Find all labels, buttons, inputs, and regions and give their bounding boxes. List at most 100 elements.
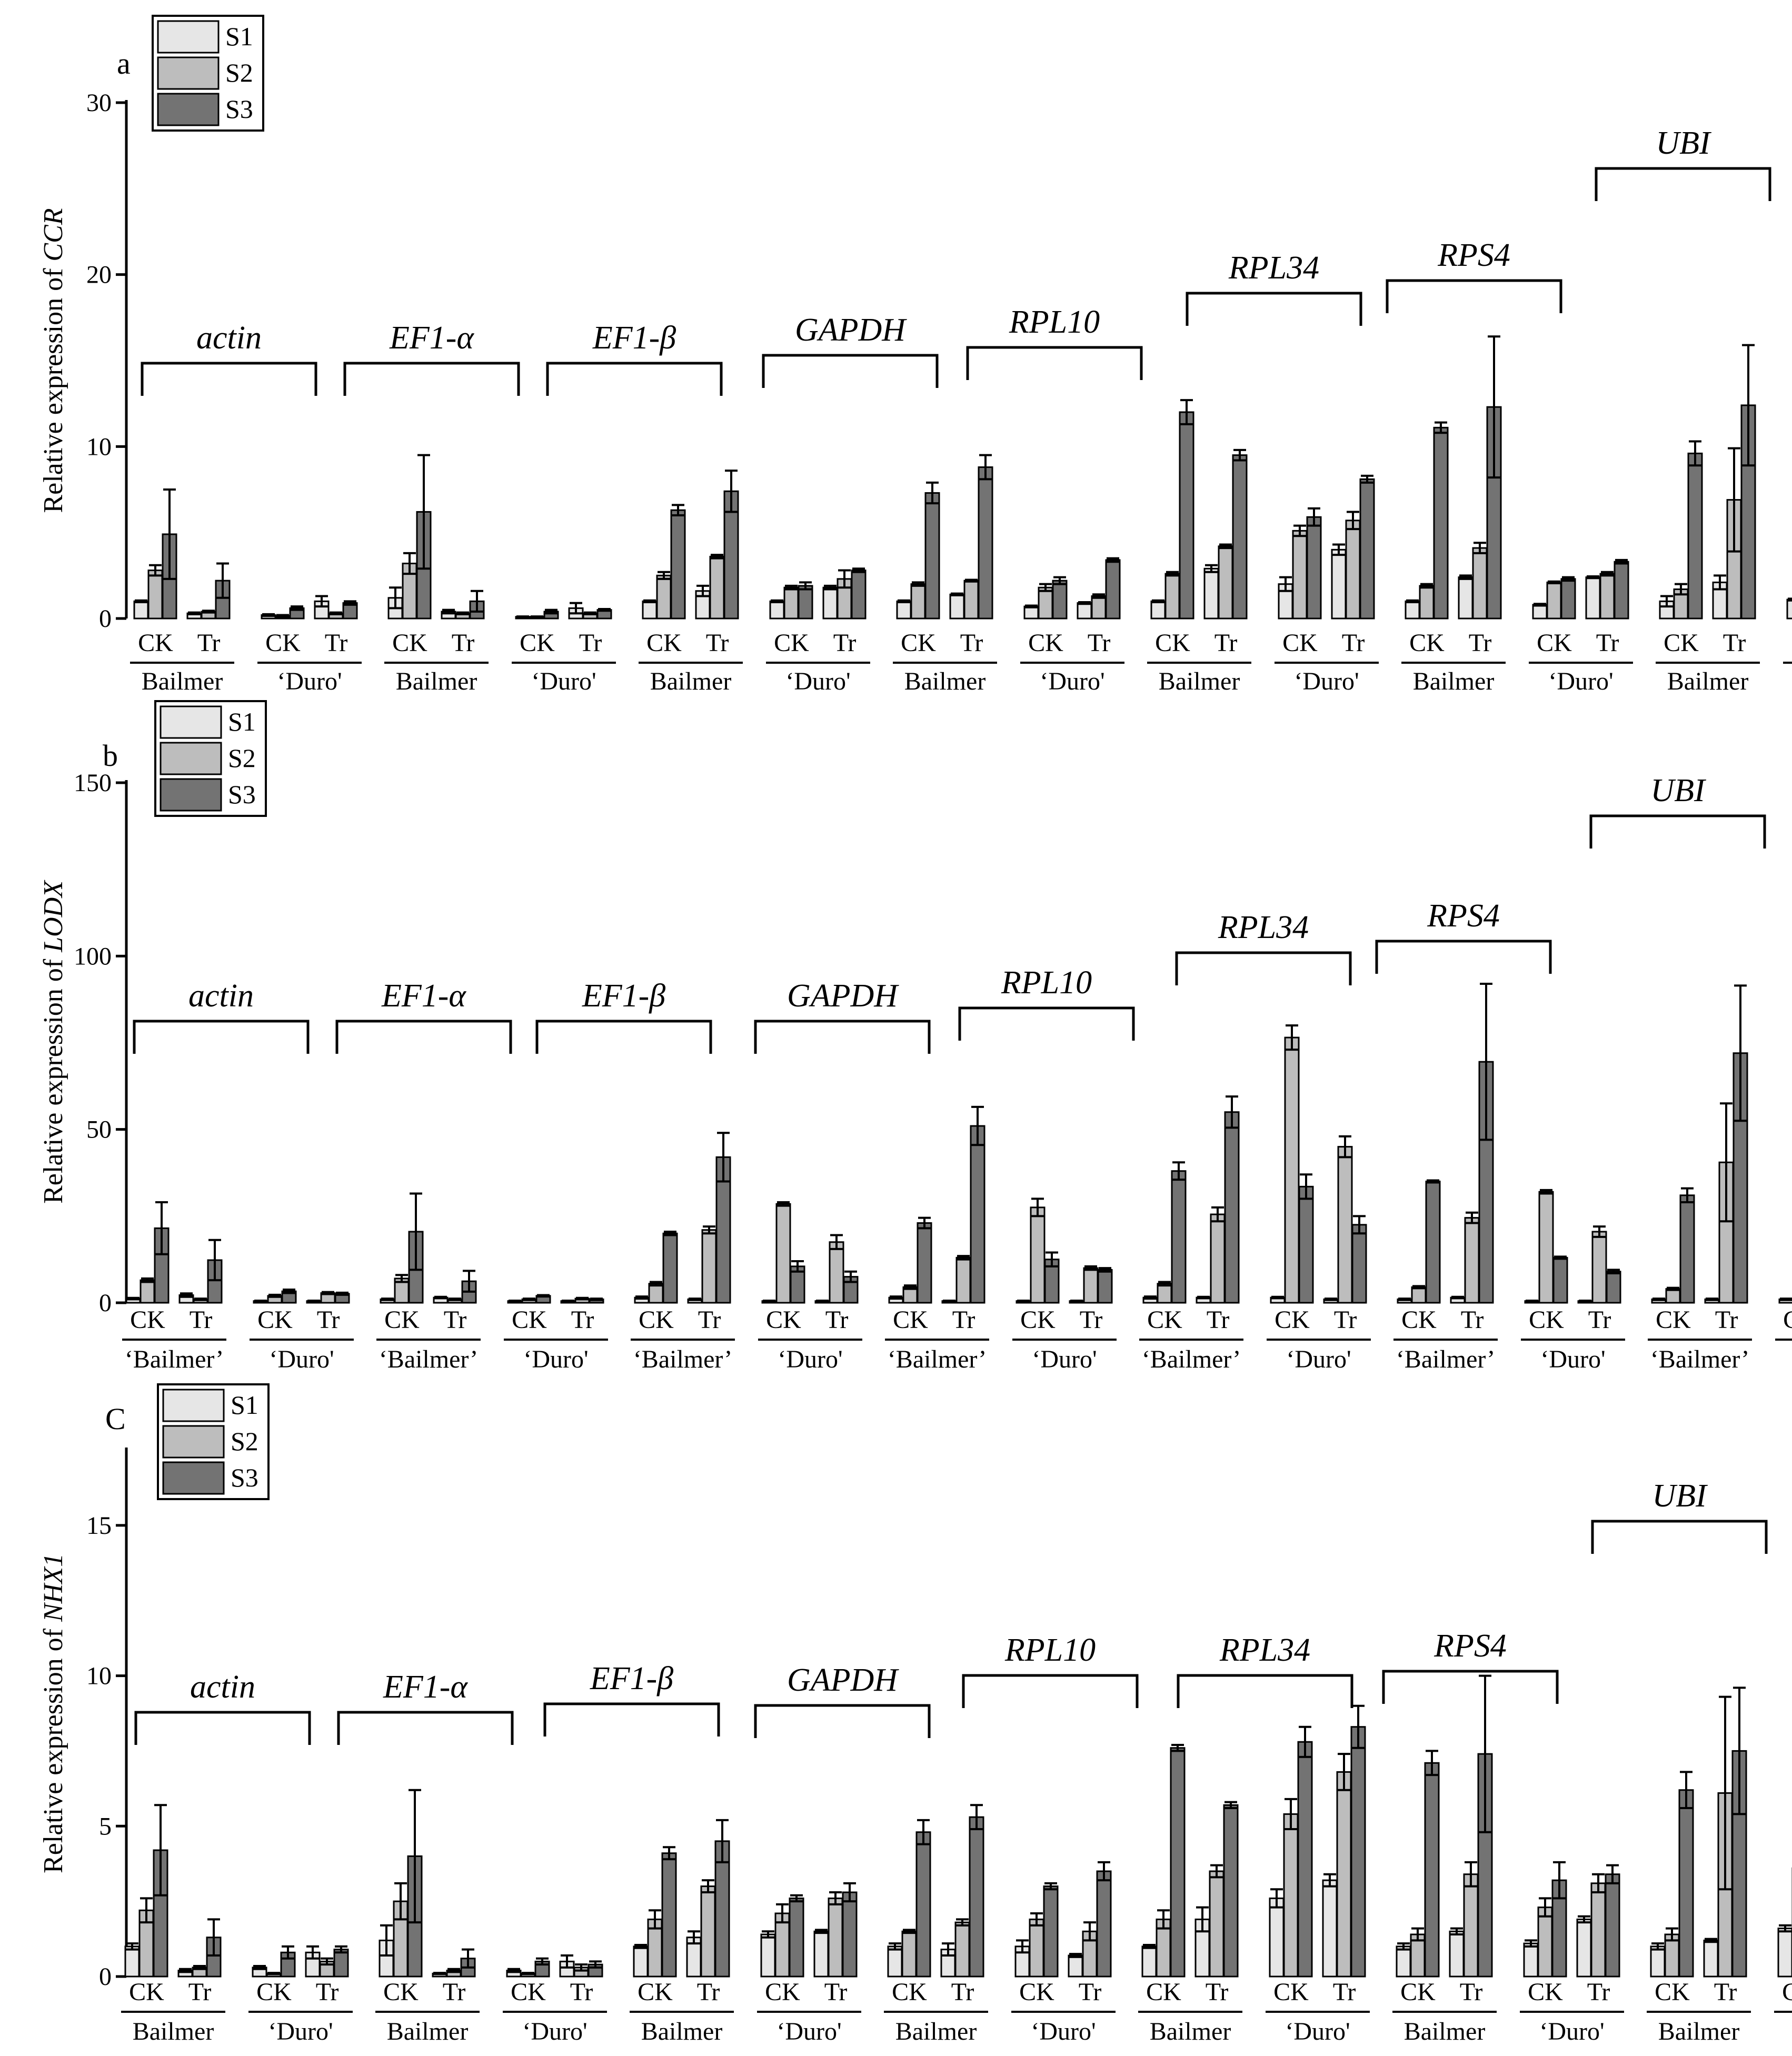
bar-gapdh-bailmer-tr-s3	[969, 1816, 984, 1978]
gene-label-rpl34: RPL34	[1219, 1632, 1310, 1668]
bar-gapdh-duro-tr-s3	[1105, 559, 1121, 620]
condition-label: CK	[265, 629, 301, 657]
group-label: Bailmer	[904, 667, 986, 695]
condition-label: CK	[1664, 629, 1699, 657]
bar-gapdh-bailmer-tr-s1	[949, 593, 965, 620]
condition-label: Tr	[579, 629, 602, 657]
gene-label-ef1: EF1-β	[592, 320, 676, 356]
bar-rps4-duro-ck-s1	[1786, 598, 1792, 620]
bar-ef1-duro-tr-s3	[851, 570, 867, 620]
bar-rpl34-duro-ck-s2	[1537, 1907, 1553, 1978]
bar-rpl34-duro-tr-s2	[1590, 1882, 1606, 1978]
condition-label: Tr	[316, 1978, 339, 2006]
bar-rpl10-duro-ck-s3	[1306, 516, 1322, 620]
group-label: ‘Bailmer’	[1142, 1345, 1241, 1373]
panel-b: 0 50 100 150 Relative expression of LODX b CK T…	[38, 700, 1792, 1373]
gene-bracket	[335, 1020, 512, 1054]
bar-rpl10-bailmer-ck-s2	[1164, 573, 1180, 620]
bar-rpl10-duro-tr-s3	[1351, 1224, 1367, 1304]
group-label: ‘Bailmer’	[633, 1345, 732, 1373]
condition-label: CK	[511, 1978, 546, 2006]
group-label: Bailmer	[142, 667, 223, 695]
gene-label-ef1: EF1-α	[383, 1669, 468, 1705]
legend-swatch-s3	[160, 778, 222, 812]
bar-ef1-duro-ck-s1	[760, 1933, 776, 1978]
bar-rpl10-duro-tr-s2	[1337, 1146, 1353, 1304]
bar-ef1-duro-ck-s3	[789, 1897, 804, 1978]
legend-label-s2: S2	[231, 1426, 258, 1456]
bar-ef1-duro-tr-s1	[822, 586, 838, 620]
y-axis-label: Relative expression of NHX1	[38, 1553, 68, 1873]
condition-label: CK	[1409, 629, 1445, 657]
gene-label-ubi: UBI	[1650, 773, 1707, 809]
group-label: Bailmer	[641, 2018, 723, 2045]
bar-actin-duro-tr-s3	[333, 1949, 349, 1978]
bar-rps4-bailmer-ck-s3	[1687, 452, 1703, 620]
bar-rpl10-bailmer-ck-s1	[1150, 600, 1166, 620]
bar-gapdh-duro-ck-s3	[1043, 1885, 1059, 1978]
bar-rpl34-bailmer-ck-s1	[1405, 600, 1420, 620]
group-label: ‘Bailmer’	[1396, 1345, 1495, 1373]
y-tick-label: 50	[86, 1116, 112, 1144]
bar-rpl10-duro-ck-s2	[1292, 530, 1308, 620]
gene-bracket	[133, 1020, 310, 1054]
condition-label: CK	[1528, 1978, 1563, 2006]
gene-label-gapdh: GAPDH	[787, 1662, 899, 1698]
legend-swatch-s1	[160, 705, 222, 739]
y-tick-label: 0	[99, 1963, 112, 1991]
bar-actin-bailmer-ck-s2	[147, 570, 163, 620]
legend-label-s1: S1	[228, 707, 256, 736]
group-label: ‘Duro'	[269, 1345, 334, 1373]
condition-label: Tr	[1214, 629, 1238, 657]
group-label: ‘Duro'	[776, 2018, 841, 2045]
bar-rpl10-bailmer-tr-s1	[1203, 567, 1219, 620]
bar-gapdh-bailmer-ck-s1	[887, 1945, 903, 1978]
legend: S1 S2 S3	[152, 15, 264, 132]
legend-swatch-s3	[157, 93, 220, 126]
bar-ef1-duro-ck-s1	[769, 600, 785, 620]
bar-ef1-bailmer-ck-s3	[670, 509, 686, 620]
bar-gapdh-bailmer-ck-s3	[915, 1831, 931, 1978]
group-label: ‘Duro'	[778, 1345, 842, 1373]
group-label: Bailmer	[396, 667, 477, 695]
gene-label-ef1: EF1-β	[582, 978, 665, 1014]
gene-bracket	[1589, 814, 1766, 849]
condition-label: Tr	[824, 1978, 848, 2006]
bar-rpl10-bailmer-ck-s1	[1141, 1945, 1157, 1978]
bar-rpl34-bailmer-tr-s2	[1464, 1217, 1480, 1304]
bar-ef1-bailmer-ck-s2	[648, 1283, 664, 1304]
condition-label: CK	[638, 1978, 673, 2006]
legend-swatch-s3	[162, 1461, 225, 1495]
y-tick-label: 5	[99, 1812, 112, 1840]
gene-bracket	[134, 1711, 311, 1745]
group-label: ‘Duro'	[277, 667, 342, 695]
legend: S1 S2 S3	[157, 1383, 270, 1500]
bar-ef1-duro-tr-s2	[828, 1897, 843, 1978]
condition-label: CK	[512, 1306, 547, 1334]
condition-label: CK	[1020, 1306, 1056, 1334]
gene-bracket	[1386, 279, 1562, 313]
group-label: ‘Duro'	[1031, 2018, 1096, 2045]
condition-label: CK	[1537, 629, 1572, 657]
bar-rpl34-duro-tr-s1	[1576, 1918, 1592, 1978]
bar-rpl34-bailmer-ck-s2	[1411, 1286, 1427, 1304]
bar-rpl34-bailmer-tr-s2	[1463, 1873, 1479, 1978]
bar-rpl34-bailmer-tr-s1	[1458, 576, 1474, 620]
gene-label-ubi: UBI	[1652, 1478, 1708, 1514]
legend-swatch-s2	[160, 742, 222, 775]
bar-rpl34-bailmer-ck-s3	[1433, 426, 1449, 620]
condition-label: Tr	[1088, 629, 1111, 657]
condition-label: CK	[138, 629, 173, 657]
bar-rpl10-duro-ck-s3	[1298, 1185, 1314, 1304]
y-axis-label-prefix: Relative expression of	[38, 262, 68, 513]
condition-label: CK	[1273, 1978, 1309, 2006]
legend-label-s1: S1	[231, 1390, 258, 1420]
legend-swatch-s1	[157, 20, 220, 54]
panel-label: b	[103, 738, 118, 773]
y-axis-label-prefix: Relative expression of	[38, 1622, 68, 1873]
bar-rpl10-bailmer-tr-s2	[1218, 545, 1233, 620]
gene-label-ubi: UBI	[1656, 125, 1712, 161]
bar-gapdh-duro-ck-s2	[1030, 1206, 1046, 1304]
condition-label: Tr	[1723, 629, 1746, 657]
